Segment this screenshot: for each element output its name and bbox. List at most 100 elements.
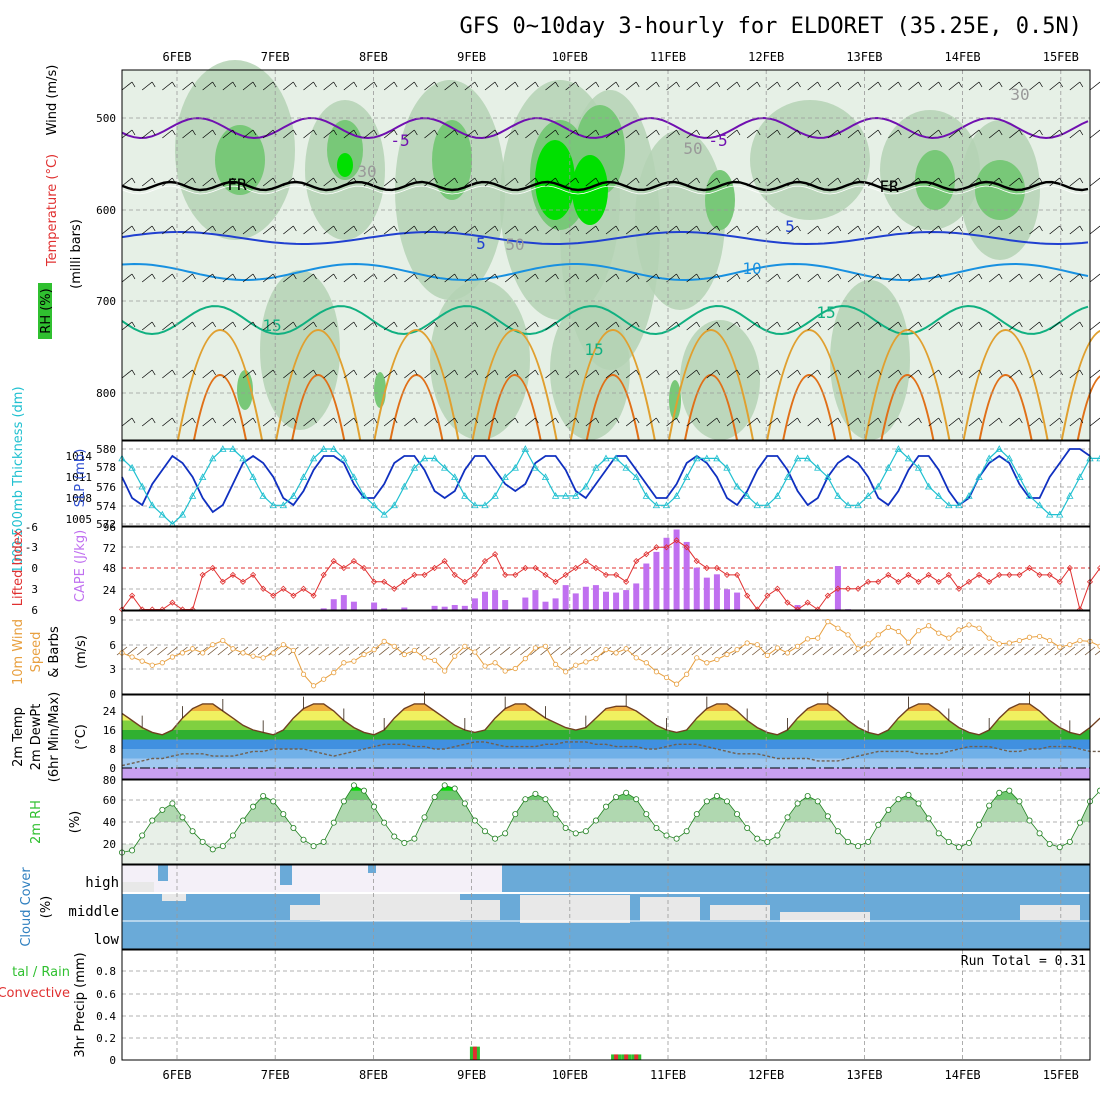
lifted-index-point: [582, 558, 589, 565]
wind-barb: [222, 177, 234, 187]
wind-barb: [1029, 369, 1040, 379]
wind-barb: [343, 129, 355, 139]
thickness-point: [904, 454, 913, 462]
wind-speed-point: [915, 628, 922, 634]
thickness-point: [370, 501, 378, 509]
wind-barb-flag: [978, 273, 983, 280]
isotherm-25: [487, 374, 542, 441]
wind-barb: [545, 81, 556, 91]
wind-barb-flag: [272, 177, 277, 184]
wind-barb-flag: [736, 369, 741, 376]
wind-barb-flag: [615, 321, 620, 328]
wind-barb-flag: [595, 129, 600, 136]
wind-barb-flag: [857, 81, 862, 88]
thickness-point: [854, 501, 862, 509]
pressure-tick: 700: [96, 295, 116, 308]
cape-bar: [613, 592, 620, 610]
wind-barb-flag: [555, 225, 559, 232]
cape-bar: [471, 598, 478, 610]
wind-barb-flag: [353, 129, 358, 136]
wind-barb: [807, 177, 818, 187]
thickness-point: [612, 454, 620, 462]
cloud-level-label: middle: [68, 904, 119, 920]
rh-point: [875, 821, 882, 828]
wind-barb-flag: [393, 417, 398, 424]
wind-barb-flag: [293, 321, 297, 328]
wind-barb-flag: [716, 81, 721, 88]
wind-barb-flag: [494, 177, 499, 184]
date-label-top: 11FEB: [650, 50, 686, 64]
wind-barb: [121, 273, 133, 283]
upper-frame: [121, 69, 1091, 441]
wind-barb-flag: [1039, 273, 1043, 280]
wind-barb-flag: [635, 81, 640, 88]
wind-barb-flag: [535, 225, 539, 232]
wind-barb: [444, 81, 455, 91]
wind-barb: [510, 646, 521, 656]
wind-barb: [565, 81, 576, 91]
thickness-point: [481, 501, 489, 509]
wind-barb: [303, 321, 314, 331]
wind-barb-flag: [1019, 177, 1023, 184]
upper-label-temp: Temperature (°C): [45, 154, 60, 267]
wind-barb: [363, 369, 375, 379]
rh-point: [542, 796, 549, 803]
lifted-index-point: [643, 551, 650, 558]
wind-barb-flag: [817, 225, 821, 232]
wind-barb: [988, 225, 1000, 235]
wind-barb-flag: [474, 81, 479, 88]
thickness-point: [1056, 510, 1064, 518]
isotherm-label: 15: [584, 340, 603, 359]
wind-barb: [948, 225, 960, 235]
wind-barb-flag: [192, 417, 196, 424]
wind-barb: [706, 321, 718, 331]
cape-frame: [121, 526, 1091, 611]
wind-barb-flag: [918, 273, 922, 280]
wind-speed-point: [431, 657, 438, 663]
thickness-point: [753, 501, 761, 509]
date-label-bottom: 14FEB: [945, 1068, 981, 1082]
wind-barb-flag: [877, 81, 882, 88]
wind-barb-flag: [998, 81, 1003, 88]
wind-barb-flag: [555, 417, 559, 424]
lifted-index-point: [532, 564, 539, 572]
wind-barb-flag: [414, 417, 418, 424]
wind-barb-flag: [353, 273, 358, 280]
wind-barb-flag: [373, 81, 378, 88]
rh-dark-region: [915, 150, 955, 210]
wind-barb-flag: [998, 321, 1003, 328]
lifted-index-point: [945, 571, 952, 578]
wind-barb: [968, 129, 980, 139]
rh-point: [764, 838, 771, 845]
wind-speed-point: [653, 669, 660, 675]
wind-barb-flag: [494, 81, 499, 88]
wind-barb: [464, 81, 476, 91]
chart-title: GFS 0~10day 3-hourly for ELDORET (35.25E…: [459, 14, 1082, 39]
wind-barb: [424, 81, 435, 91]
wind-barb-flag: [434, 417, 438, 424]
wind-barb: [343, 273, 355, 283]
wind-barb: [711, 646, 723, 656]
lifted-index-point: [481, 558, 489, 565]
lifted-index-point: [562, 571, 569, 578]
wind-barb: [1069, 321, 1081, 331]
wind-barb-flag: [494, 321, 499, 328]
wind-barb: [585, 177, 597, 187]
wind-speed-point: [220, 637, 226, 644]
lifted-index-point: [461, 578, 468, 585]
lifted-index-point: [552, 578, 559, 585]
lifted-index-point: [935, 578, 942, 585]
wind-barb-flag: [817, 417, 821, 424]
thickness-point: [319, 445, 328, 452]
wind-barb: [928, 369, 939, 379]
thickness-tick: 578: [96, 461, 116, 474]
thickness-point: [763, 501, 772, 509]
wind-barb-flag: [837, 177, 842, 184]
wind-barb-flag: [272, 273, 277, 280]
wind-barb: [162, 81, 173, 91]
wind-barb-flag: [151, 177, 156, 184]
wind-barb: [928, 81, 939, 91]
t2m-band: [122, 720, 1090, 730]
wind-barb-flag: [212, 417, 216, 424]
